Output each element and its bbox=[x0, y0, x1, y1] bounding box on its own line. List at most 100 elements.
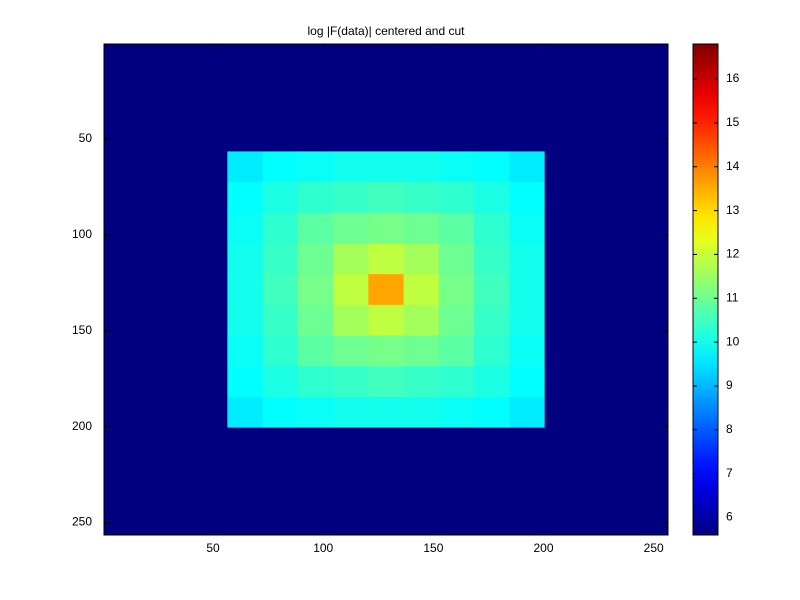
colorbar-tick-label: 16 bbox=[726, 71, 740, 85]
heat-cell bbox=[368, 335, 405, 367]
heat-cell bbox=[333, 335, 369, 367]
x-tick-label: 50 bbox=[206, 541, 220, 555]
heat-cell bbox=[544, 335, 669, 367]
y-tick-label: 150 bbox=[72, 323, 92, 337]
heat-cell bbox=[544, 182, 669, 214]
x-tick-label: 250 bbox=[644, 541, 664, 555]
heat-cell bbox=[438, 366, 475, 398]
heat-cell bbox=[403, 335, 440, 367]
heat-cell bbox=[509, 151, 546, 183]
y-tick-label: 200 bbox=[72, 419, 92, 433]
heat-cell bbox=[262, 182, 299, 214]
heat-cell bbox=[438, 274, 475, 306]
heat-cell bbox=[227, 212, 264, 244]
heat-cell bbox=[297, 274, 334, 306]
heat-cell bbox=[262, 366, 299, 398]
heat-cell bbox=[333, 44, 369, 152]
y-tick-label: 250 bbox=[72, 515, 92, 529]
heat-cell bbox=[333, 366, 369, 398]
heat-cell bbox=[403, 396, 440, 429]
heat-cell bbox=[509, 396, 546, 429]
heat-cell bbox=[544, 366, 669, 398]
heat-cell bbox=[544, 151, 669, 183]
heat-cell bbox=[227, 151, 264, 183]
heat-cell bbox=[509, 243, 546, 275]
heat-cell bbox=[509, 182, 546, 214]
heat-cell bbox=[509, 335, 546, 367]
heat-cell bbox=[297, 396, 334, 429]
heat-cell bbox=[474, 243, 510, 275]
heat-cell bbox=[104, 182, 228, 214]
heat-cell bbox=[368, 243, 405, 275]
heat-cell bbox=[438, 335, 475, 367]
heat-cell bbox=[438, 44, 475, 152]
heat-cell bbox=[509, 427, 546, 536]
heat-cell bbox=[544, 212, 669, 244]
heat-cell bbox=[227, 396, 264, 429]
heat-cell bbox=[262, 151, 299, 183]
heat-cell bbox=[544, 274, 669, 306]
heat-cell bbox=[297, 151, 334, 183]
heat-cell bbox=[104, 243, 228, 275]
heat-cell bbox=[438, 304, 475, 337]
heat-cell bbox=[474, 182, 510, 214]
heat-cell bbox=[544, 304, 669, 337]
heat-cell bbox=[297, 243, 334, 275]
colorbar-tick-label: 15 bbox=[726, 115, 740, 129]
heat-cell bbox=[544, 427, 669, 536]
heat-cell bbox=[438, 212, 475, 244]
heat-cell bbox=[104, 274, 228, 306]
heat-cell bbox=[333, 151, 369, 183]
heat-cell bbox=[403, 274, 440, 306]
colorbar-tick-label: 13 bbox=[726, 203, 740, 217]
heat-cell bbox=[368, 44, 405, 152]
heat-cell bbox=[509, 274, 546, 306]
heat-cell bbox=[227, 304, 264, 337]
heat-cell bbox=[227, 335, 264, 367]
heat-cell bbox=[544, 243, 669, 275]
heat-cell bbox=[333, 274, 369, 306]
heat-cell bbox=[474, 366, 510, 398]
x-tick-label: 100 bbox=[313, 541, 333, 555]
heat-cell bbox=[403, 427, 440, 536]
heat-cell bbox=[227, 44, 264, 152]
heat-cell bbox=[104, 151, 228, 183]
heat-cell bbox=[297, 335, 334, 367]
heat-cell bbox=[227, 427, 264, 536]
heat-cell bbox=[104, 427, 228, 536]
heat-cell bbox=[333, 182, 369, 214]
heat-cell bbox=[104, 44, 228, 152]
heat-cell bbox=[333, 427, 369, 536]
heat-cell bbox=[262, 335, 299, 367]
colorbar bbox=[692, 43, 719, 536]
heat-cell bbox=[403, 212, 440, 244]
heat-cell bbox=[403, 304, 440, 337]
heat-cell bbox=[438, 151, 475, 183]
heat-cell bbox=[262, 304, 299, 337]
heat-cell bbox=[368, 151, 405, 183]
colorbar-tick-label: 8 bbox=[726, 422, 733, 436]
x-tick-label: 150 bbox=[423, 541, 443, 555]
y-tick-label: 50 bbox=[79, 131, 93, 145]
heat-cell bbox=[262, 396, 299, 429]
heat-cell bbox=[403, 366, 440, 398]
colorbar-tick-label: 6 bbox=[726, 510, 733, 524]
heat-cell bbox=[227, 274, 264, 306]
heat-cell bbox=[368, 182, 405, 214]
heat-cell bbox=[297, 182, 334, 214]
heat-cell bbox=[297, 304, 334, 337]
heat-cell bbox=[333, 396, 369, 429]
heat-cell bbox=[438, 182, 475, 214]
heat-cell bbox=[474, 44, 510, 152]
heat-cell bbox=[509, 212, 546, 244]
heat-cell bbox=[368, 427, 405, 536]
chart-title: log |F(data)| centered and cut bbox=[308, 24, 466, 38]
heat-cell bbox=[262, 243, 299, 275]
heat-cell bbox=[104, 212, 228, 244]
heat-cell bbox=[333, 212, 369, 244]
heat-cell bbox=[403, 151, 440, 183]
heat-cell bbox=[104, 335, 228, 367]
heat-cell bbox=[227, 243, 264, 275]
heat-cell bbox=[403, 243, 440, 275]
